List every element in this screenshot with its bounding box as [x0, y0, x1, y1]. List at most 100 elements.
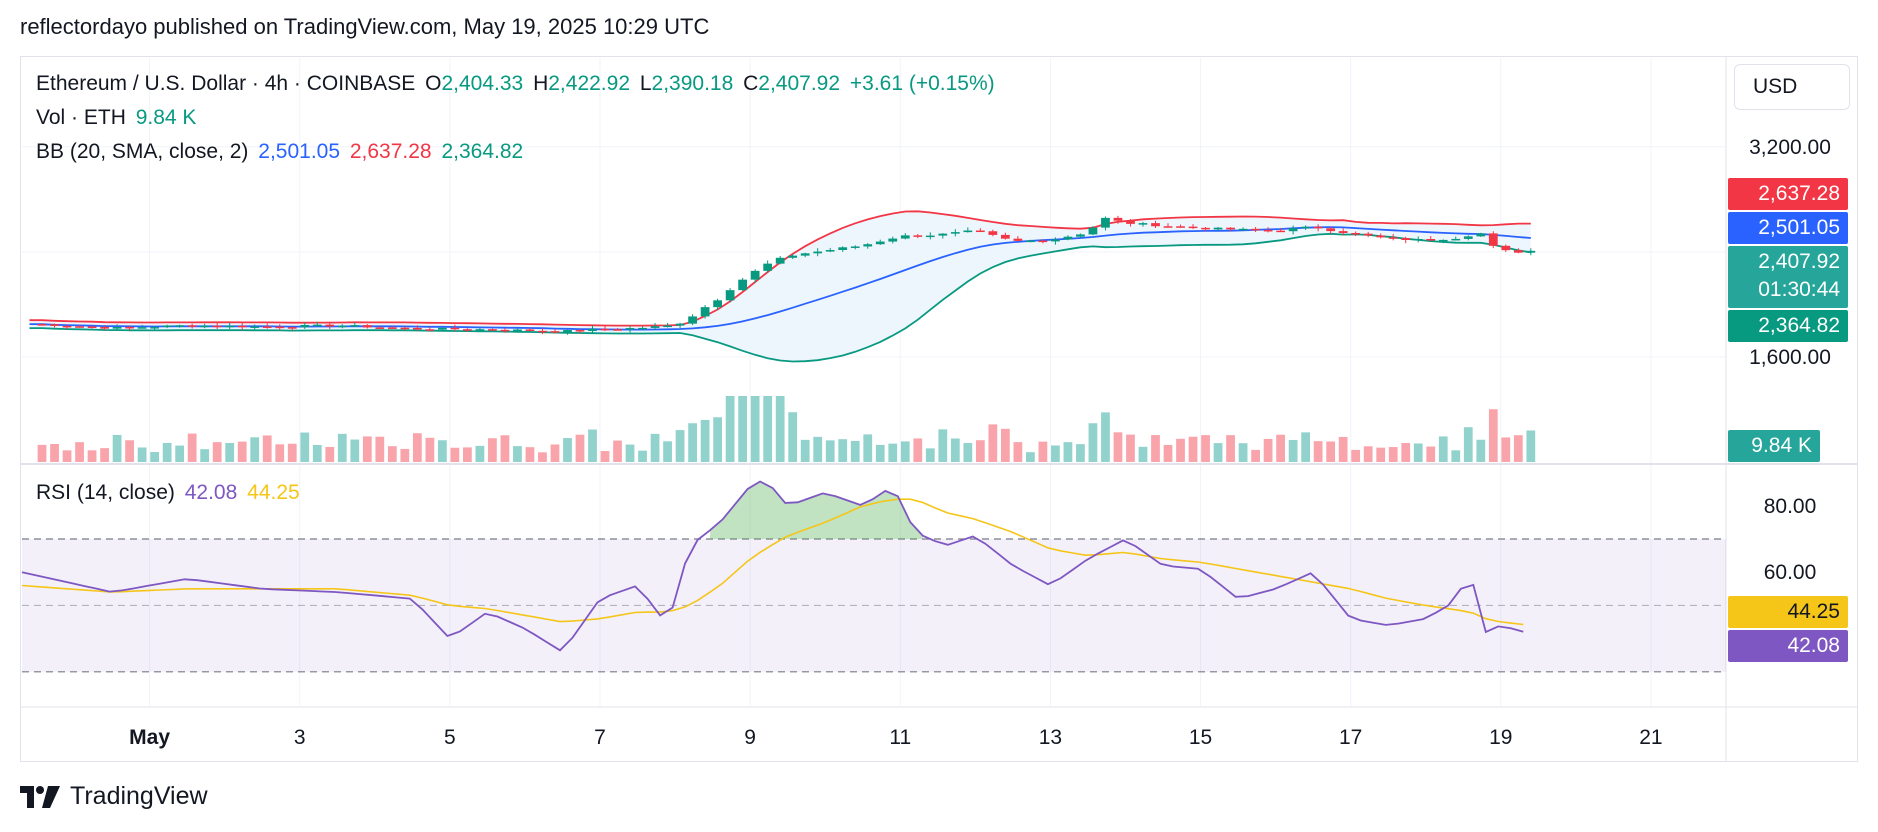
volume-bar [725, 396, 735, 462]
volume-bar [1363, 446, 1373, 462]
volume-bar [1263, 438, 1273, 462]
currency-button[interactable]: USD [1734, 64, 1850, 110]
candle-body [550, 331, 560, 333]
volume-bar [1138, 446, 1148, 462]
footer-brand[interactable]: TradingView [20, 782, 208, 811]
candle-body [1026, 240, 1035, 243]
volume-bar [1526, 430, 1536, 462]
candle-body [87, 326, 97, 328]
candle-body [513, 329, 522, 331]
candle-body [1051, 239, 1060, 242]
volume-bar [825, 440, 835, 462]
candle-body [1126, 220, 1135, 224]
volume-bar [300, 432, 310, 462]
candle-body [950, 232, 960, 234]
volume-bar [500, 435, 510, 462]
volume-bar [1338, 436, 1348, 462]
candle-body [1388, 237, 1398, 239]
candle-body [287, 327, 297, 329]
volume-bar [1213, 443, 1223, 462]
candle-body [325, 324, 335, 327]
candle-body [613, 329, 622, 331]
candle-body [1238, 228, 1248, 231]
volume-bar [988, 424, 998, 462]
volume-legend[interactable]: Vol · ETH 9.84 K [36, 106, 200, 130]
volume-bar [1301, 432, 1311, 462]
candle-body [450, 327, 460, 330]
rsi-tick-label: 80.00 [1764, 495, 1817, 518]
last-price-tag: 2,407.92 01:30:44 [1728, 246, 1848, 308]
candle-body [50, 324, 59, 326]
low-value: 2,390.18 [651, 72, 734, 95]
candle-body [137, 327, 147, 329]
candle-body [538, 330, 547, 333]
volume-bar [1051, 445, 1060, 462]
rsi-value: 42.08 [184, 481, 238, 504]
candle-body [1138, 223, 1148, 225]
volume-bar [1288, 439, 1298, 462]
volume-bar [1088, 423, 1098, 462]
candle-body [1088, 227, 1098, 235]
rsi-legend[interactable]: RSI (14, close) 42.08 44.25 [36, 481, 304, 505]
candle-body [1376, 235, 1386, 238]
volume-bar [1463, 427, 1473, 462]
candle-body [1463, 236, 1473, 239]
volume-bar [1063, 442, 1073, 462]
rsi-pane [21, 480, 1726, 673]
last-price-value: 2,407.92 [1758, 250, 1840, 273]
candle-body [1251, 228, 1260, 231]
candle-body [588, 328, 597, 332]
volume-bar [713, 417, 722, 462]
volume-bar [1113, 432, 1123, 462]
price-tick-label: 3,200.00 [1749, 136, 1831, 159]
candle-body [1176, 226, 1185, 228]
bb-legend[interactable]: BB (20, SMA, close, 2) 2,501.05 2,637.28… [36, 140, 527, 164]
candle-body [775, 257, 785, 264]
volume-bar [87, 450, 97, 462]
high-value: 2,422.92 [548, 72, 630, 95]
candle-body [1426, 239, 1436, 241]
candle-body [75, 326, 84, 328]
volume-bar [187, 433, 197, 462]
volume-bar [150, 452, 159, 462]
candle-body [150, 327, 159, 329]
volume-bar [1038, 441, 1048, 462]
candle-body [738, 279, 748, 291]
volume-bar [775, 396, 785, 462]
volume-bar [1238, 443, 1248, 462]
candle-body [713, 300, 722, 308]
candle-body [275, 326, 285, 329]
candle-body [800, 253, 810, 256]
volume-bar [838, 439, 848, 462]
candle-body [162, 325, 172, 328]
volume-bar [412, 433, 422, 462]
volume-bar [262, 435, 272, 462]
volume-bar [1413, 443, 1423, 462]
candle-body [1101, 217, 1110, 228]
tradingview-logo-icon [20, 785, 60, 808]
candle-body [1113, 217, 1123, 221]
rsi-overbought-fill [710, 481, 923, 540]
volume-bar [800, 439, 810, 462]
candle-body [650, 326, 660, 328]
candle-body [62, 325, 72, 328]
symbol-legend[interactable]: Ethereum / U.S. Dollar · 4h · COINBASE O… [36, 72, 999, 96]
candle-body [1076, 234, 1085, 237]
volume-bar [700, 419, 710, 462]
volume-bar [37, 444, 47, 462]
candle-body [1363, 233, 1373, 236]
time-tick-label: 13 [1039, 726, 1062, 749]
bb-lower-tag: 2,364.82 [1728, 310, 1848, 342]
volume-bar [575, 434, 585, 462]
publisher-caption: reflectordayo published on TradingView.c… [20, 14, 710, 39]
time-tick-label: 3 [294, 726, 306, 749]
volume-bar [212, 442, 222, 462]
candle-body [900, 235, 910, 239]
candle-body [1063, 236, 1073, 240]
volume-bar [900, 441, 910, 462]
candle-body [1276, 230, 1285, 233]
candle-body [1413, 239, 1423, 241]
bb-label: BB (20, SMA, close, 2) [36, 140, 249, 163]
close-label: C [743, 72, 759, 95]
